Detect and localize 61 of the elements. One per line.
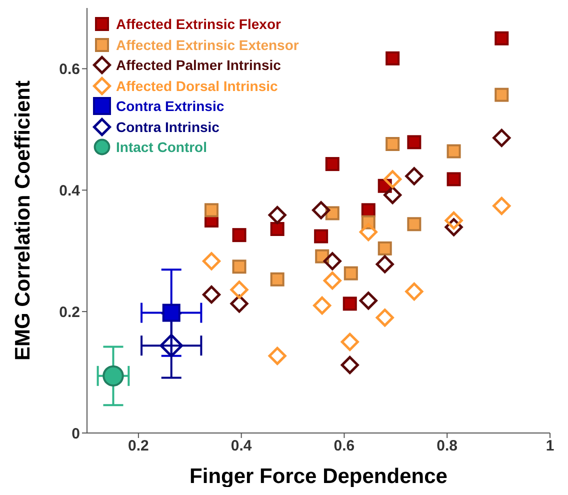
- point: [494, 31, 509, 46]
- x-tick-label: 0.6: [334, 438, 355, 455]
- point: [444, 211, 463, 230]
- point: [202, 286, 221, 304]
- point: [407, 217, 422, 232]
- point: [494, 88, 509, 102]
- point: [386, 137, 400, 151]
- point: [340, 356, 359, 374]
- point: [270, 272, 284, 286]
- y-axis-title: EMG Correlation Coefficient: [11, 80, 34, 361]
- point: [446, 144, 461, 158]
- point: [359, 222, 378, 242]
- point: [202, 252, 221, 270]
- point: [232, 228, 246, 242]
- y-tick-label: 0.4: [59, 182, 81, 200]
- x-tick-label: 0.8: [436, 438, 458, 455]
- point: [384, 186, 402, 204]
- y-tick-label: 0: [72, 425, 80, 442]
- point: [232, 260, 246, 274]
- point: [376, 255, 394, 274]
- y-tick-label: 0.6: [59, 61, 80, 78]
- point: [378, 241, 392, 256]
- legend-label: Affected Palmer Intrinsic: [116, 57, 281, 74]
- point: [407, 135, 422, 150]
- point: [162, 304, 180, 322]
- point: [342, 296, 357, 311]
- point: [386, 51, 400, 66]
- legend-label: Affected Dorsal Intrinsic: [116, 78, 278, 94]
- point: [340, 332, 359, 351]
- x-tick-label: 1: [546, 438, 554, 455]
- point: [376, 308, 394, 327]
- point: [344, 266, 358, 280]
- y-tick-label: 0.2: [59, 304, 80, 321]
- point: [325, 157, 340, 172]
- legend-label: Intact Control: [116, 139, 207, 156]
- point: [446, 172, 461, 186]
- x-tick-label: 0.4: [230, 438, 252, 455]
- point: [323, 252, 342, 270]
- legend-label: Affected Extrinsic Flexor: [116, 16, 281, 32]
- point: [314, 229, 328, 244]
- point: [323, 272, 342, 290]
- legend-label: Contra Extrinsic: [116, 98, 224, 114]
- point: [492, 128, 511, 147]
- point: [492, 196, 511, 215]
- point: [312, 201, 330, 220]
- point: [102, 365, 124, 387]
- point: [160, 334, 184, 358]
- legend-label: Contra Intrinsic: [116, 118, 220, 135]
- point: [230, 280, 248, 299]
- point: [268, 346, 286, 365]
- point: [405, 167, 424, 186]
- point: [313, 296, 332, 315]
- point: [204, 203, 218, 218]
- x-tick-label: 0.2: [128, 438, 149, 455]
- point: [270, 222, 284, 236]
- point: [361, 203, 376, 218]
- point: [384, 170, 402, 188]
- point: [268, 206, 286, 224]
- legend-label: Affected Extrinsic Extensor: [116, 36, 299, 53]
- point: [405, 282, 424, 301]
- point: [359, 292, 378, 310]
